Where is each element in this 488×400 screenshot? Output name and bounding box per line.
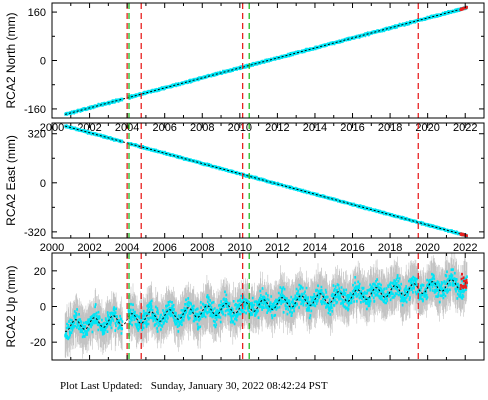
y-tick-label: 20	[34, 266, 46, 278]
y-tick-label: 160	[28, 7, 46, 19]
panel-2: 2000 2002 2004 2006 2008 2010 2012 2014 2016 2018…	[4, 122, 485, 254]
y-axis-label: RCA2 Up (mm)	[4, 265, 18, 347]
x-tick-label: 2010	[228, 242, 252, 254]
x-tick-label: 2006	[152, 242, 176, 254]
x-tick-label: 2000	[40, 242, 64, 254]
model-line	[64, 7, 468, 115]
y-tick-label: 0	[40, 178, 46, 190]
x-tick-label: 2020	[415, 242, 439, 254]
panel-3: -20 0 20 RCA2 Up (mm)	[4, 252, 485, 361]
data-layer	[64, 253, 468, 359]
x-tick-label: 2018	[378, 242, 402, 254]
y-tick-label: -160	[24, 104, 46, 116]
data-layer	[64, 5, 468, 116]
model-line	[64, 279, 468, 332]
x-tick-label: 2004	[115, 242, 139, 254]
recent-points	[459, 272, 468, 290]
x-tick-label: 2022	[453, 242, 477, 254]
x-tick-label: 2008	[190, 242, 214, 254]
panel-1: 2000 2002 2004 2006 2008 2010 2012 2014 2016 2018…	[4, 2, 485, 134]
x-tick-label: 2016	[340, 242, 364, 254]
y-tick-label: 0	[40, 302, 46, 314]
model-line	[64, 125, 468, 237]
x-tick-label: 2014	[303, 242, 327, 254]
footer-timestamp: Sunday, January 30, 2022 08:42:24 PST	[150, 380, 328, 392]
footer-label: Plot Last Updated:	[60, 380, 143, 392]
y-tick-label: 320	[28, 129, 46, 141]
y-axis-label: RCA2 North (mm)	[4, 12, 18, 108]
data-layer	[64, 124, 468, 238]
y-axis-label: RCA2 East (mm)	[4, 135, 18, 226]
x-tick-label: 2002	[77, 242, 101, 254]
y-tick-label: -20	[30, 337, 46, 349]
y-tick-label: -320	[24, 227, 46, 239]
x-tick-label: 2012	[265, 242, 289, 254]
plot-frame	[51, 122, 485, 239]
y-tick-label: 0	[40, 56, 46, 68]
plot-updated-footer: Plot Last Updated: Sunday, January 30, 2…	[60, 380, 328, 392]
